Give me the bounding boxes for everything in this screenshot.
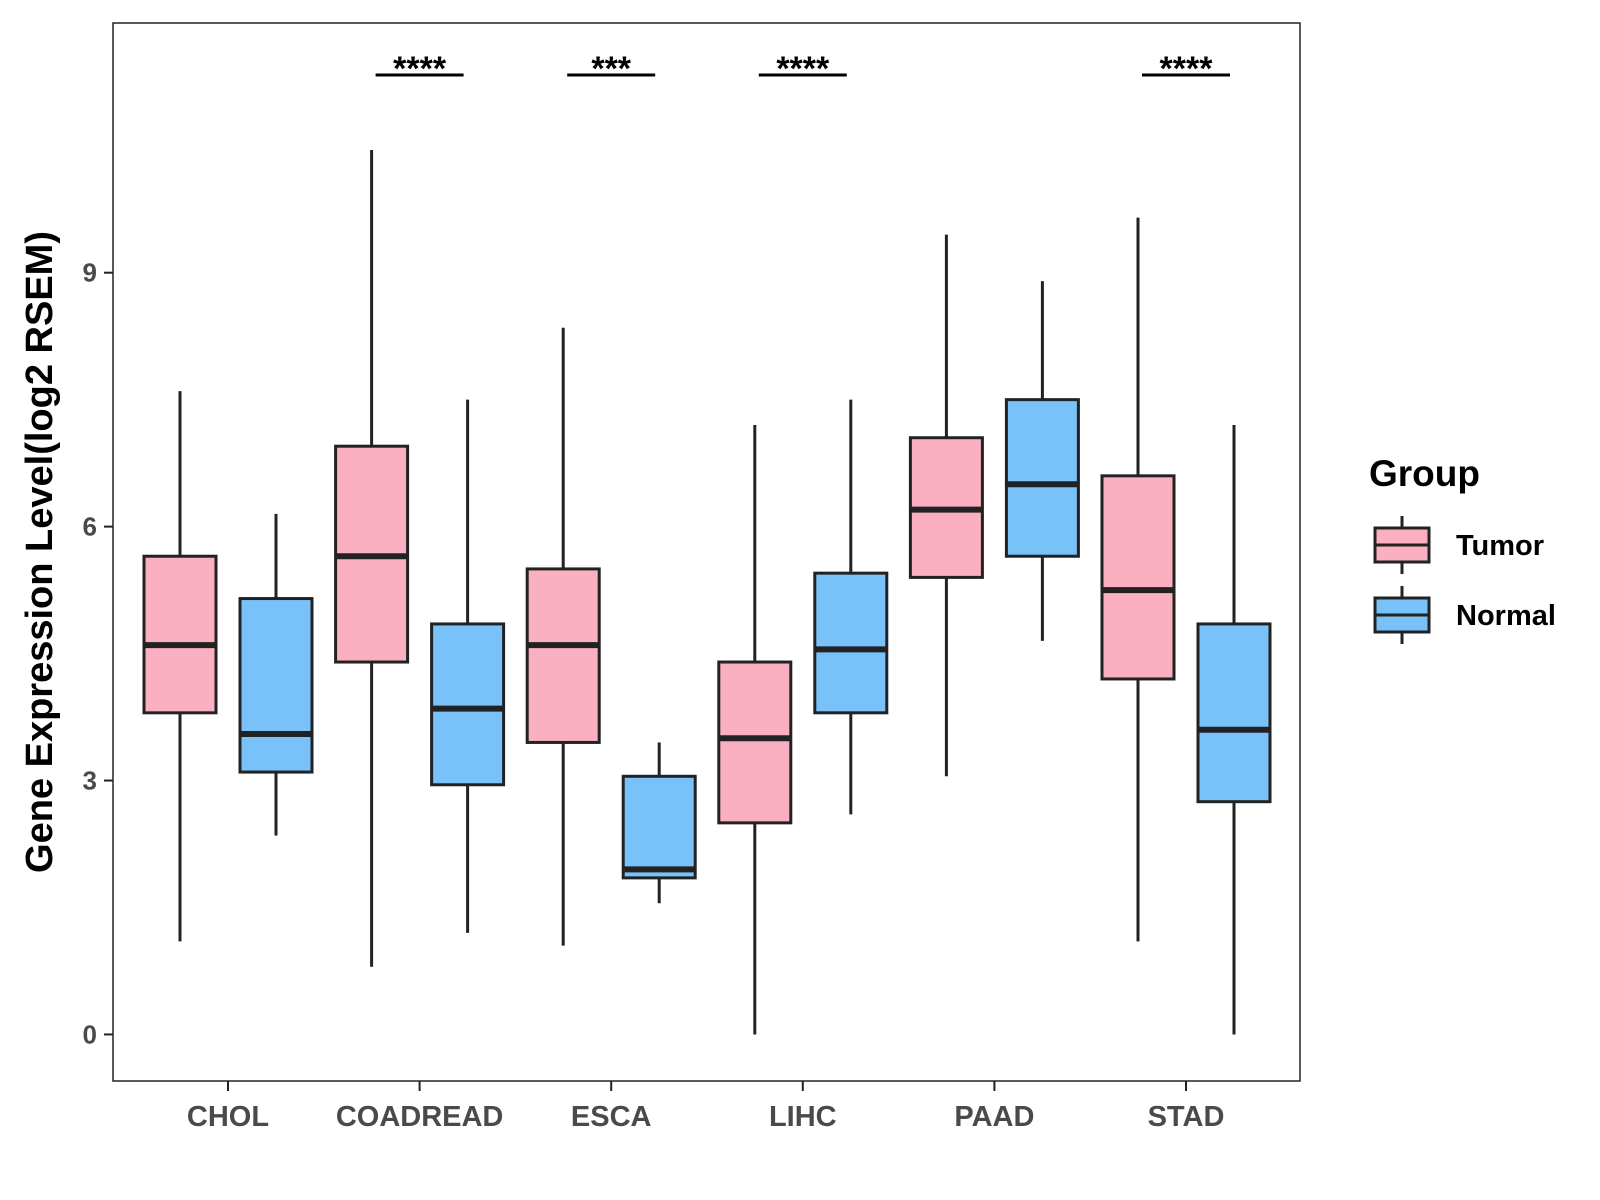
y-axis: 0 3 6 9: [83, 258, 113, 1049]
legend-item-normal: Normal: [1373, 586, 1556, 644]
box-normal-esca: [621, 774, 697, 880]
x-tick-label: LIHC: [769, 1101, 837, 1133]
legend-title: Group: [1369, 453, 1480, 494]
significance-label: ****: [1160, 50, 1214, 88]
box-iqr: [1196, 622, 1272, 804]
box-tumor-esca: [525, 567, 601, 744]
y-tick-label: 9: [83, 258, 97, 288]
whisker-layer: [178, 149, 1236, 1035]
box-normal-stad: [1196, 622, 1272, 804]
box-iqr: [717, 660, 793, 825]
box-tumor-paad: [908, 436, 984, 579]
legend-item-tumor: Tumor: [1373, 516, 1544, 574]
box-tumor-chol: [142, 554, 218, 715]
box-iqr: [238, 597, 314, 774]
y-tick-label: 3: [83, 766, 97, 796]
box-iqr: [142, 554, 218, 715]
box-normal-chol: [238, 597, 314, 774]
box-iqr: [813, 571, 889, 715]
box-tumor-stad: [1100, 474, 1176, 681]
y-tick-label: 0: [83, 1019, 97, 1049]
box-layer: [142, 398, 1272, 880]
x-axis: CHOL COADREAD ESCA LIHC PAAD STAD: [187, 1081, 1224, 1133]
box-iqr: [621, 774, 697, 880]
box-normal-paad: [1004, 398, 1080, 558]
box-normal-lihc: [813, 571, 889, 715]
legend-label: Tumor: [1456, 530, 1544, 562]
significance-label: ****: [393, 50, 447, 88]
y-tick-label: 6: [83, 512, 97, 542]
box-iqr: [430, 622, 506, 787]
x-tick-label: PAAD: [954, 1101, 1034, 1133]
x-tick-label: STAD: [1148, 1101, 1225, 1133]
legend-label: Normal: [1456, 600, 1556, 632]
box-iqr: [525, 567, 601, 744]
legend: Group Tumor Normal: [1369, 453, 1556, 644]
box-iqr: [1004, 398, 1080, 558]
x-tick-label: ESCA: [571, 1101, 652, 1133]
box-normal-coadread: [430, 622, 506, 787]
significance-layer: **** *** **** ****: [375, 50, 1230, 88]
significance-label: ****: [776, 50, 830, 88]
box-tumor-coadread: [334, 444, 410, 664]
x-tick-label: COADREAD: [336, 1101, 504, 1133]
box-tumor-lihc: [717, 660, 793, 825]
y-axis-title: Gene Expression Level(log2 RSEM): [19, 231, 61, 873]
box-iqr: [1100, 474, 1176, 681]
significance-label: ***: [591, 50, 631, 88]
x-tick-label: CHOL: [187, 1101, 269, 1133]
